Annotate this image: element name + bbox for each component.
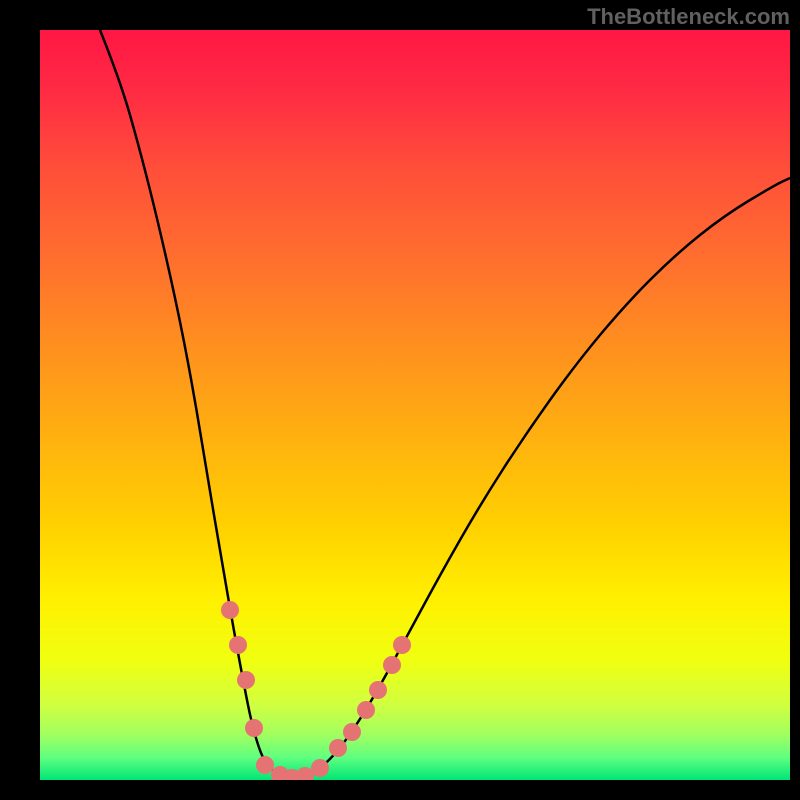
marker-dot bbox=[245, 719, 263, 737]
plot-area bbox=[40, 30, 790, 780]
curve-line bbox=[100, 30, 790, 777]
watermark: TheBottleneck.com bbox=[587, 4, 790, 30]
marker-dot bbox=[357, 701, 375, 719]
marker-dot bbox=[311, 759, 329, 777]
marker-dot bbox=[329, 739, 347, 757]
marker-dot bbox=[237, 671, 255, 689]
chart-curve-layer bbox=[40, 30, 790, 780]
marker-dot bbox=[369, 681, 387, 699]
marker-dot bbox=[393, 636, 411, 654]
marker-dot bbox=[383, 656, 401, 674]
marker-dot bbox=[229, 636, 247, 654]
marker-group bbox=[221, 601, 411, 780]
marker-dot bbox=[256, 756, 274, 774]
marker-dot bbox=[221, 601, 239, 619]
marker-dot bbox=[343, 723, 361, 741]
